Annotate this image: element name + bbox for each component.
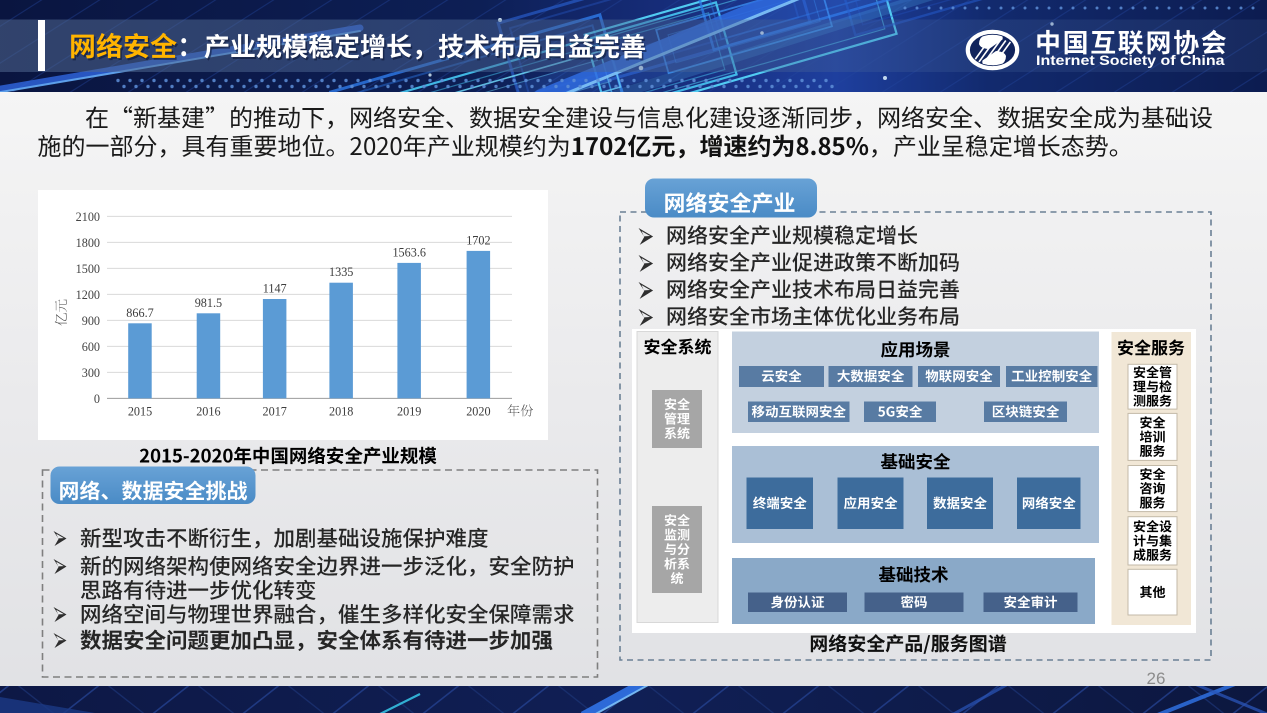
svg-text:2017: 2017 [263,405,287,419]
svg-text:981.5: 981.5 [195,296,222,310]
svg-text:1335: 1335 [329,265,353,279]
svg-text:0: 0 [94,392,100,406]
svg-text:Internet Society of China: Internet Society of China [1036,54,1225,69]
svg-text:2019: 2019 [397,405,421,419]
svg-text:1800: 1800 [76,236,100,250]
svg-text:2018: 2018 [329,405,353,419]
svg-text:2020: 2020 [466,405,490,419]
svg-text:1200: 1200 [76,288,100,302]
svg-text:26: 26 [1147,669,1166,688]
svg-text:2016: 2016 [196,405,220,419]
svg-text:2100: 2100 [76,210,100,224]
svg-text:1500: 1500 [76,262,100,276]
svg-text:1147: 1147 [263,282,287,296]
svg-text:2015: 2015 [128,405,152,419]
svg-text:600: 600 [82,340,100,354]
svg-text:300: 300 [82,366,100,380]
svg-text:900: 900 [82,314,100,328]
svg-text:866.7: 866.7 [126,306,153,320]
svg-text:1563.6: 1563.6 [392,245,426,259]
svg-text:1702: 1702 [466,233,490,247]
